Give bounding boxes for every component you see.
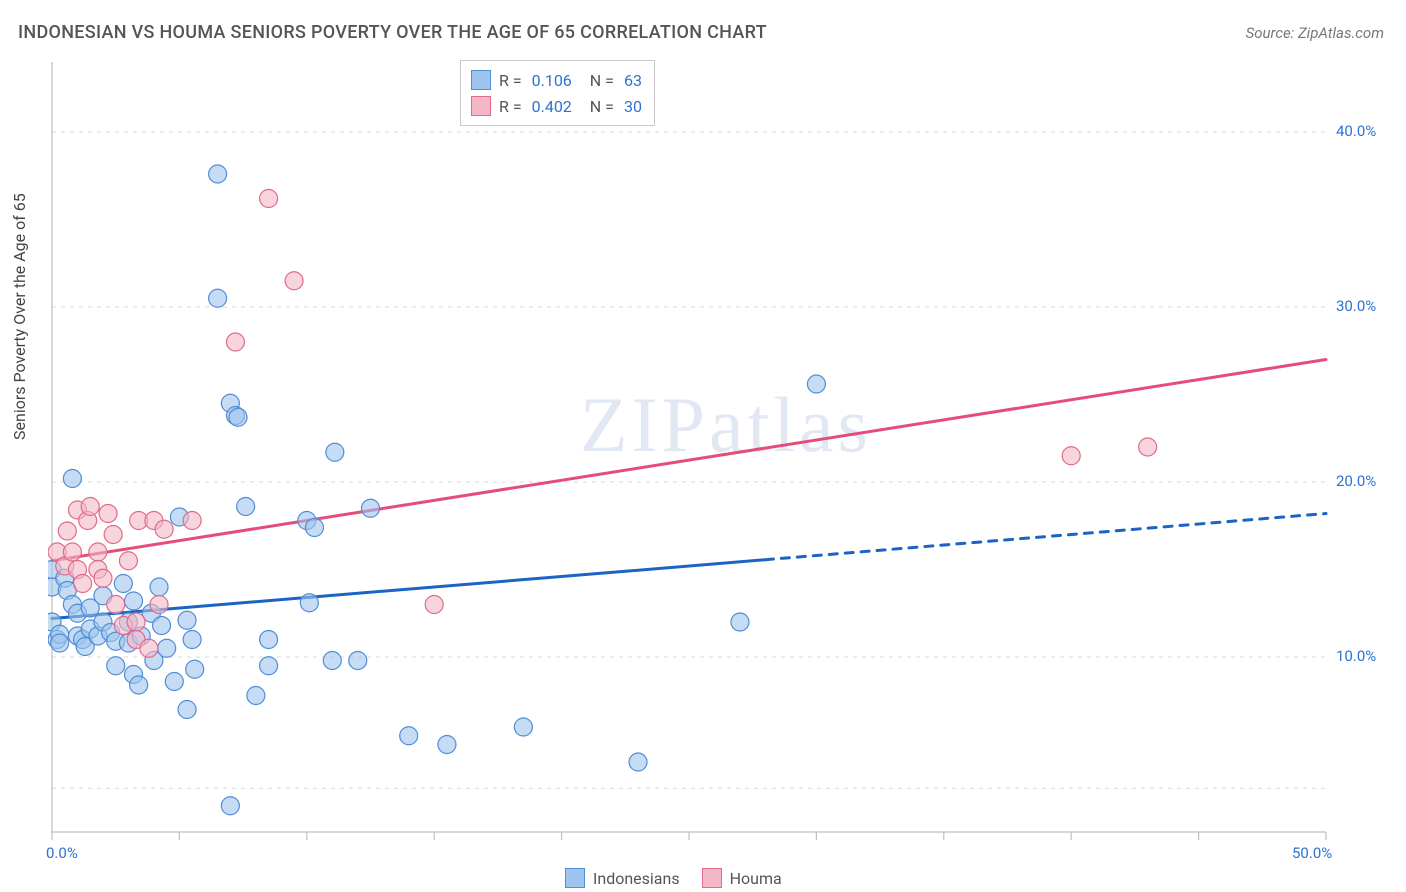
swatch-houma [702, 868, 722, 888]
y-tick-label: 20.0% [1336, 472, 1376, 490]
stats-n-label: N = [590, 71, 614, 90]
y-tick-label: 30.0% [1336, 297, 1376, 315]
scatter-plot [48, 58, 1386, 862]
stats-r-value-houma: 0.402 [532, 97, 572, 116]
stats-n-value-houma: 30 [624, 97, 642, 116]
x-axis-legend: Indonesians Houma [565, 868, 782, 888]
stats-row-houma: R = 0.402 N = 30 [471, 93, 642, 119]
legend-label-indonesians: Indonesians [593, 869, 680, 888]
source-attribution: Source: ZipAtlas.com [1246, 24, 1384, 42]
legend-label-houma: Houma [730, 869, 782, 888]
swatch-houma [471, 96, 491, 116]
x-tick-label: 0.0% [46, 844, 78, 862]
stats-r-label: R = [499, 97, 522, 116]
stats-n-label: N = [590, 97, 614, 116]
chart-container: INDONESIAN VS HOUMA SENIORS POVERTY OVER… [0, 0, 1406, 892]
swatch-indonesians [471, 70, 491, 90]
legend-item-indonesians: Indonesians [565, 868, 680, 888]
stats-r-value-indonesians: 0.106 [532, 71, 572, 90]
y-tick-label: 10.0% [1336, 647, 1376, 665]
stats-row-indonesians: R = 0.106 N = 63 [471, 67, 642, 93]
stats-r-label: R = [499, 71, 522, 90]
chart-title: INDONESIAN VS HOUMA SENIORS POVERTY OVER… [18, 22, 767, 43]
y-axis-label: Seniors Poverty Over the Age of 65 [10, 193, 29, 440]
stats-legend-box: R = 0.106 N = 63 R = 0.402 N = 30 [460, 60, 655, 126]
legend-item-houma: Houma [702, 868, 782, 888]
y-tick-label: 40.0% [1336, 122, 1376, 140]
stats-n-value-indonesians: 63 [624, 71, 642, 90]
x-tick-label: 50.0% [1292, 844, 1332, 862]
swatch-indonesians [565, 868, 585, 888]
